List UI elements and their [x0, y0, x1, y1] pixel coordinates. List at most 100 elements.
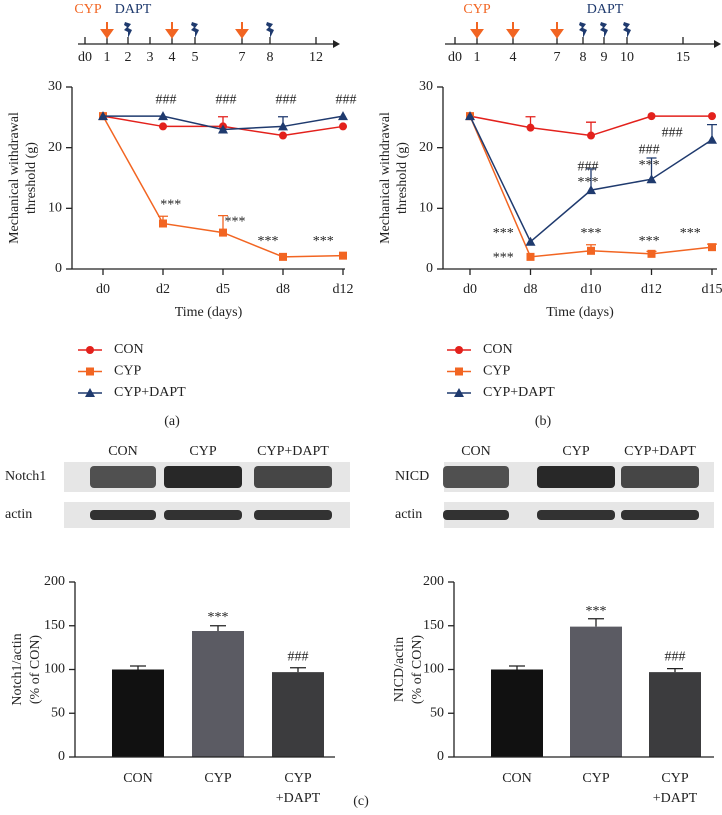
- y-tick-label: 10: [419, 201, 433, 216]
- x-tick-label: CON: [123, 771, 153, 786]
- y-tick-label: 50: [51, 705, 65, 720]
- annotation: ###: [336, 93, 357, 108]
- timeline-label: 1: [104, 50, 111, 65]
- legend-label: CON: [483, 342, 513, 357]
- bar: [649, 672, 701, 757]
- x-tick-label: d8: [524, 282, 538, 297]
- lane-label: CYP: [189, 444, 216, 459]
- timeline-label: 12: [309, 50, 323, 65]
- annotation: ***: [160, 198, 181, 213]
- x-axis-label: Time (days): [175, 305, 243, 320]
- y-tick-label: 10: [48, 201, 62, 216]
- annotation: ###: [276, 93, 297, 108]
- y-axis-label: NICD/actin: [392, 637, 407, 702]
- blot-band: [164, 466, 242, 488]
- data-point: [158, 111, 168, 121]
- annotation: ###: [639, 142, 660, 157]
- x-axis-label: Time (days): [546, 305, 614, 320]
- legend-marker: [85, 388, 95, 397]
- x-tick-label: CYP: [284, 771, 311, 786]
- error-bar: [210, 625, 226, 631]
- treatment-bolt: [266, 22, 274, 38]
- data-point: [339, 251, 347, 260]
- data-point: [219, 228, 227, 237]
- y-axis-label: threshold (g): [395, 142, 410, 214]
- timeline-label: 5: [192, 50, 199, 65]
- timeline-label: 15: [676, 50, 690, 65]
- annotation: ###: [288, 649, 309, 664]
- treatment-arrow: [470, 22, 484, 39]
- treatment-name: CYP: [463, 2, 490, 17]
- annotation: ***: [586, 604, 607, 619]
- data-point: [587, 246, 595, 255]
- y-tick-label: 30: [419, 79, 433, 94]
- x-tick-label: d10: [581, 282, 602, 297]
- data-point: [465, 111, 475, 121]
- x-tick-label: d0: [463, 282, 477, 297]
- bar: [491, 669, 543, 757]
- treatment-arrow: [165, 22, 179, 39]
- y-tick-label: 0: [58, 749, 65, 764]
- blot-band: [254, 510, 332, 520]
- annotation: ***: [639, 158, 660, 173]
- treatment-arrow: [550, 22, 564, 39]
- data-point: [587, 131, 595, 140]
- data-point: [586, 185, 596, 195]
- y-tick-label: 100: [423, 662, 444, 677]
- y-axis-label: (% of CON): [28, 635, 43, 705]
- annotation: ***: [225, 215, 246, 230]
- y-tick-label: 150: [44, 618, 65, 633]
- treatment-bolt: [124, 22, 132, 38]
- treatment-name: DAPT: [115, 2, 152, 17]
- legend-marker: [455, 367, 463, 376]
- data-point: [339, 122, 347, 131]
- y-tick-label: 50: [430, 705, 444, 720]
- error-bar: [290, 667, 306, 673]
- treatment-bolt: [623, 22, 631, 38]
- lane-label: CON: [461, 444, 491, 459]
- bar: [570, 626, 622, 757]
- annotation: ***: [258, 234, 279, 249]
- timeline-label: 8: [267, 50, 274, 65]
- blot-band: [443, 466, 509, 488]
- timeline-label: 3: [147, 50, 154, 65]
- bar: [272, 672, 324, 757]
- x-tick-label: CON: [502, 771, 532, 786]
- timeline-label: 8: [580, 50, 587, 65]
- timeline-label: 7: [239, 50, 246, 65]
- annotation: ###: [216, 93, 237, 108]
- timeline-arrowhead: [714, 40, 721, 48]
- data-point: [278, 121, 288, 131]
- blot-band: [621, 466, 699, 488]
- legend-marker: [454, 388, 464, 397]
- blot-band: [90, 510, 156, 520]
- annotation: ***: [577, 175, 598, 190]
- data-point: [159, 219, 167, 228]
- annotation: ###: [577, 159, 598, 174]
- treatment-name: DAPT: [587, 2, 624, 17]
- x-tick-label: d5: [216, 282, 230, 297]
- blot-band: [621, 510, 699, 520]
- error-bar: [588, 618, 604, 627]
- lane-label: CON: [108, 444, 138, 459]
- x-tick-label: d8: [276, 282, 290, 297]
- legend-label: CYP: [114, 364, 141, 379]
- annotation: ***: [581, 226, 602, 241]
- timeline-label: 7: [554, 50, 561, 65]
- timeline-label: 10: [620, 50, 634, 65]
- x-tick-label: d2: [156, 282, 170, 297]
- blot-band: [90, 466, 156, 488]
- data-point: [526, 123, 535, 132]
- timeline-label: 2: [125, 50, 132, 65]
- panel-label: (b): [535, 414, 552, 429]
- error-bar: [667, 667, 683, 673]
- treatment-bolt: [191, 22, 199, 38]
- legend-label: CYP+DAPT: [483, 385, 555, 400]
- treatment-bolt: [579, 22, 587, 38]
- x-tick-label: d12: [333, 282, 354, 297]
- blot-row-label: NICD: [395, 469, 429, 484]
- annotation: ###: [665, 649, 686, 664]
- x-tick-label: CYP: [204, 771, 231, 786]
- annotation: ***: [680, 226, 701, 241]
- legend-marker: [455, 346, 463, 354]
